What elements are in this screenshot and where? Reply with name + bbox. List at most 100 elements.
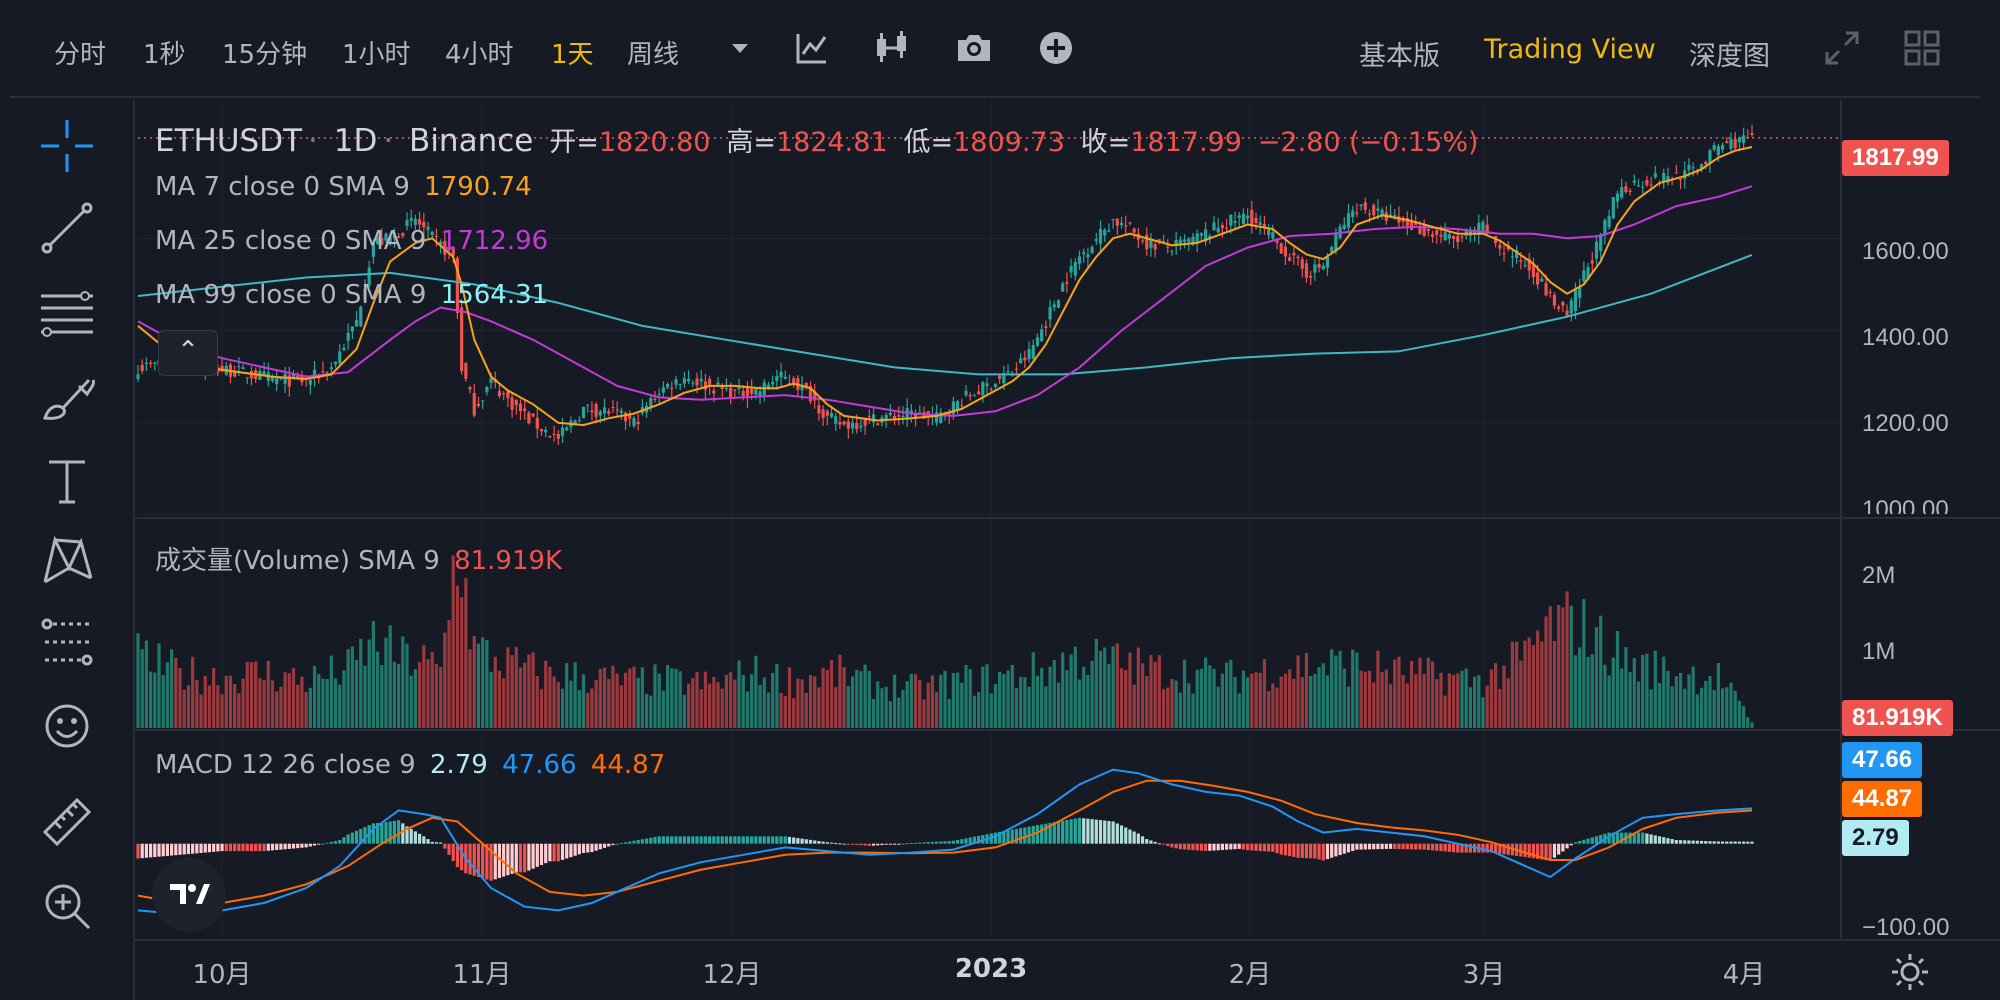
macd-hist-bar	[846, 843, 850, 845]
ma7-label: MA 7 close 0 SMA 9	[155, 172, 410, 202]
macd-hist-bar	[254, 843, 258, 852]
candle-body	[993, 383, 998, 388]
candle-body	[615, 409, 619, 411]
volume-bar	[220, 694, 224, 728]
macd-hist-bar	[964, 838, 968, 844]
macd-hist-bar	[1506, 843, 1510, 855]
indicators-icon[interactable]	[792, 28, 832, 68]
ma25-legend[interactable]: MA 25 close 0 SMA 9 1712.96	[155, 226, 554, 256]
brush-icon[interactable]	[35, 366, 99, 430]
candle-body	[964, 390, 968, 396]
tf-15m[interactable]: 15分钟	[222, 40, 308, 70]
macd-hist-bar	[178, 843, 182, 855]
view-depth[interactable]: 深度图	[1689, 41, 1770, 72]
ruler-icon[interactable]	[35, 790, 99, 854]
add-icon[interactable]	[1036, 28, 1076, 68]
volume-bar	[1540, 641, 1544, 728]
prediction-icon[interactable]	[35, 610, 99, 674]
candle-body	[951, 401, 956, 415]
tf-1d[interactable]: 1天	[551, 40, 594, 70]
macd-hist-bar	[993, 832, 998, 844]
volume-bar	[418, 662, 422, 728]
volume-legend[interactable]: 成交量(Volume) SMA 9 81.919K	[155, 540, 568, 577]
macd-hist-bar	[199, 843, 203, 853]
candle-body	[695, 378, 699, 386]
ma99-legend[interactable]: MA 99 close 0 SMA 9 1564.31	[155, 280, 554, 310]
volume-bar	[447, 620, 451, 728]
candle-body	[1325, 256, 1330, 268]
candle-body	[1241, 213, 1246, 225]
collapse-legend-button[interactable]: ⌃	[158, 330, 218, 376]
candle-body	[1426, 229, 1430, 231]
trendline-icon[interactable]	[35, 196, 99, 260]
macd-hist-bar	[1737, 841, 1741, 844]
volume-bar	[506, 647, 510, 728]
candle-body	[771, 381, 775, 385]
candle-type-icon[interactable]	[872, 28, 912, 68]
volume-bar	[1355, 652, 1359, 728]
macd-hist-bar	[720, 836, 724, 844]
volume-bar	[1649, 689, 1653, 728]
volume-bar	[1288, 669, 1292, 728]
view-tradingview[interactable]: Trading View	[1484, 34, 1656, 65]
volume-bar	[867, 670, 871, 728]
layout-grid-icon[interactable]	[1902, 28, 1942, 68]
tf-4h[interactable]: 4小时	[445, 40, 514, 70]
emoji-icon[interactable]	[35, 694, 99, 758]
macd-hist-bar	[687, 836, 691, 844]
macd-hist-bar	[998, 831, 1002, 844]
open-value: 1820.80	[598, 127, 711, 158]
volume-bar	[1737, 700, 1741, 728]
volume-bar	[1178, 692, 1182, 728]
macd-hist-bar	[649, 837, 653, 844]
fullscreen-icon[interactable]	[1822, 28, 1862, 68]
volume-bar	[724, 674, 729, 728]
macd-hist-bar	[493, 843, 497, 880]
crosshair-icon[interactable]	[35, 114, 99, 178]
candle-body	[661, 387, 665, 393]
tf-weekly[interactable]: 周线	[627, 40, 680, 70]
text-icon[interactable]	[35, 448, 99, 512]
ma7-legend[interactable]: MA 7 close 0 SMA 9 1790.74	[155, 172, 538, 202]
candle-body	[1645, 180, 1649, 186]
tradingview-logo[interactable]	[152, 858, 226, 932]
volume-bar	[1082, 666, 1086, 728]
volume-bar	[1275, 687, 1279, 728]
volume-bar	[1498, 688, 1502, 728]
macd-hist-bar	[1704, 841, 1708, 844]
macd-hist-bar	[1145, 839, 1149, 844]
pattern-icon[interactable]	[35, 528, 99, 592]
candle-body	[678, 384, 682, 386]
macd-hist-bar	[1485, 843, 1489, 853]
settings-gear-icon[interactable]	[1888, 950, 1932, 994]
candle-body	[1161, 241, 1166, 243]
view-basic[interactable]: 基本版	[1359, 41, 1440, 72]
volume-bar	[350, 646, 354, 728]
macd-legend[interactable]: MACD 12 26 close 9 2.79 47.66 44.87	[155, 750, 671, 780]
candle-body	[359, 306, 363, 327]
tf-fenshi[interactable]: 分时	[54, 40, 107, 70]
volume-bar	[682, 694, 687, 728]
macd-label: MACD 12 26 close 9	[155, 750, 416, 780]
candle-body	[1729, 138, 1733, 149]
tf-1h[interactable]: 1小时	[342, 40, 411, 70]
fib-lines-icon[interactable]	[35, 280, 99, 344]
symbol[interactable]: ETHUSDT	[155, 123, 303, 159]
macd-hist-bar	[1191, 843, 1195, 851]
candle-body	[384, 233, 388, 241]
macd-hist-bar	[1422, 843, 1426, 850]
volume-bar	[712, 676, 716, 728]
volume-bar	[733, 679, 737, 728]
tf-1s[interactable]: 1秒	[143, 40, 186, 70]
zoom-in-icon[interactable]	[35, 874, 99, 938]
macd-hist-bar	[867, 843, 871, 846]
chevron-down-icon[interactable]	[720, 28, 760, 68]
volume-bar	[409, 675, 413, 728]
volume-bar	[964, 664, 968, 728]
macd-hist-bar	[1363, 843, 1367, 850]
volume-bar	[1485, 685, 1489, 728]
volume-bar	[1250, 673, 1254, 728]
volume-bar	[880, 688, 884, 728]
camera-icon[interactable]	[954, 28, 994, 68]
macd-hist-bar	[136, 843, 140, 859]
